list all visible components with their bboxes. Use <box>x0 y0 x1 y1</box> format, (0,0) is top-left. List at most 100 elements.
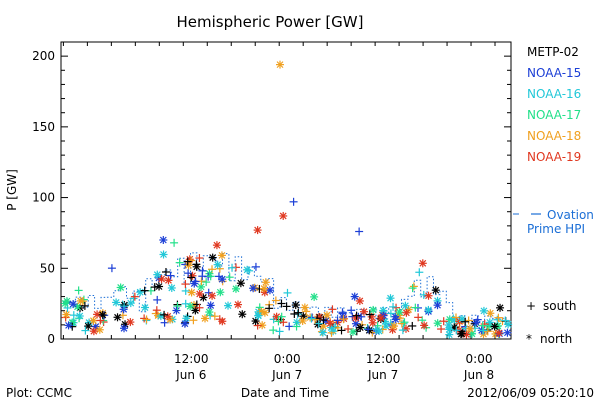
data-point-south <box>80 301 89 310</box>
data-point-north <box>153 270 162 279</box>
data-point-south <box>129 294 138 303</box>
data-point-south <box>279 318 288 327</box>
data-point-north <box>490 322 499 331</box>
data-point-south <box>225 273 234 282</box>
y-axis-label: P [GW] <box>5 169 19 211</box>
data-point-south <box>319 316 328 325</box>
data-point-south <box>364 325 373 334</box>
data-point-south <box>195 303 204 312</box>
data-point-south <box>282 302 291 311</box>
data-point-south <box>175 258 184 267</box>
data-point-north <box>208 291 217 300</box>
data-point-south <box>228 263 237 272</box>
data-point-south <box>478 321 487 330</box>
data-point-north <box>98 310 107 319</box>
data-point-north <box>313 320 322 329</box>
data-point-south <box>153 295 162 304</box>
data-point-north <box>192 262 201 271</box>
data-point-south <box>314 319 323 328</box>
data-point-south <box>187 273 196 282</box>
data-point-south <box>411 303 420 312</box>
x-tick-time-label: 12:00 <box>174 352 209 366</box>
data-point-south <box>464 316 473 325</box>
data-point-south <box>451 313 460 322</box>
legend-entry: NOAA-18 <box>527 129 581 143</box>
data-point-north <box>73 302 82 311</box>
data-point-south <box>160 310 169 319</box>
data-point-south <box>181 280 190 289</box>
data-point-south <box>274 317 283 326</box>
data-point-south <box>181 286 190 295</box>
data-point-south <box>307 314 316 323</box>
data-point-south <box>452 326 461 335</box>
data-point-south <box>107 264 116 273</box>
x-tick-time-label: 12:00 <box>366 352 401 366</box>
data-point-north <box>457 329 466 338</box>
data-point-north <box>503 328 512 337</box>
data-markers <box>61 60 513 339</box>
data-point-north <box>369 305 378 314</box>
data-point-north <box>164 276 173 285</box>
footer-credit: Plot: CCMC <box>6 386 72 400</box>
data-point-north <box>496 303 505 312</box>
x-tick-day-label: Jun 8 <box>463 368 494 382</box>
data-point-south <box>355 227 364 236</box>
marker-key: + south * north <box>526 299 577 346</box>
data-point-south <box>189 316 198 325</box>
data-point-south <box>173 302 182 311</box>
data-point-north <box>356 323 365 332</box>
legend-entry: NOAA-16 <box>527 87 581 101</box>
data-point-south <box>311 315 320 324</box>
data-point-south <box>501 316 510 325</box>
data-point-south <box>142 315 151 324</box>
data-point-south <box>408 284 417 293</box>
data-point-north <box>205 308 214 317</box>
data-point-south <box>337 326 346 335</box>
data-point-north <box>217 251 226 260</box>
data-point-north <box>486 309 495 318</box>
data-point-north <box>187 288 196 297</box>
data-point-south <box>120 302 129 311</box>
data-point-south <box>183 257 192 266</box>
data-point-south <box>398 326 407 335</box>
data-point-north <box>310 292 319 301</box>
data-point-north <box>208 253 217 262</box>
data-point-north <box>279 211 288 220</box>
data-point-north <box>327 323 336 332</box>
data-point-south <box>294 308 303 317</box>
marker-south-symbol: + <box>526 299 536 313</box>
data-point-south <box>371 325 380 334</box>
data-point-south <box>389 302 398 311</box>
data-point-north <box>365 326 374 335</box>
data-point-south <box>206 272 215 281</box>
data-point-north <box>180 319 189 328</box>
y-axis: 0 50 100 150 200 <box>32 41 511 346</box>
data-point-north <box>89 327 98 336</box>
data-point-south <box>437 325 446 334</box>
data-point-south <box>184 269 193 278</box>
data-point-south <box>170 238 179 247</box>
data-point-north <box>401 301 410 310</box>
data-point-south <box>277 312 286 321</box>
data-point-north <box>260 284 269 293</box>
data-point-north <box>300 303 309 312</box>
marker-south-label: south <box>543 299 577 313</box>
data-point-south <box>187 256 196 265</box>
data-point-south <box>265 304 274 313</box>
x-axis-label: Date and Time <box>241 386 329 400</box>
data-point-south <box>161 267 170 276</box>
data-point-south <box>214 272 223 281</box>
data-point-south <box>269 326 278 335</box>
data-point-north <box>254 311 263 320</box>
data-point-north <box>195 289 204 298</box>
x-tick-time-label: 0:00 <box>274 352 301 366</box>
data-point-north <box>243 265 252 274</box>
data-point-south <box>419 290 428 299</box>
data-point-north <box>420 321 429 330</box>
data-point-north <box>216 288 225 297</box>
data-point-south <box>96 316 105 325</box>
data-point-south <box>400 318 409 327</box>
data-point-south <box>74 286 83 295</box>
data-point-south <box>480 320 489 329</box>
data-point-north <box>62 310 71 319</box>
